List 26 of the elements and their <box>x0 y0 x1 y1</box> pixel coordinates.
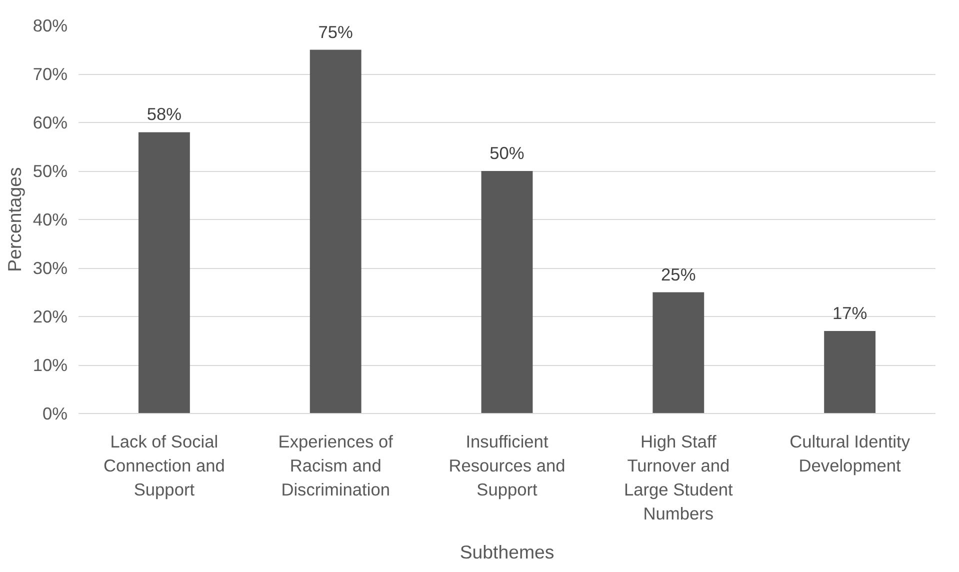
data-label: 58% <box>146 104 182 124</box>
y-tick-label: 20% <box>32 306 68 326</box>
x-tick-label: Cultural Identity Development <box>790 432 910 476</box>
bar <box>481 171 533 414</box>
y-tick-label: 60% <box>32 112 68 132</box>
data-label: 50% <box>490 143 524 163</box>
bar <box>652 292 704 414</box>
bar <box>824 331 876 414</box>
y-tick-label: 10% <box>32 355 68 375</box>
y-tick-label: 30% <box>32 258 68 278</box>
y-tick-label: 40% <box>32 210 68 230</box>
bar <box>310 50 362 414</box>
data-label: 75% <box>318 22 353 42</box>
y-tick-label: 70% <box>32 64 68 84</box>
x-tick-label: Lack of Social Connection and Support <box>104 432 225 500</box>
x-tick-label: Experiences of Racism and Discrimination <box>278 432 394 500</box>
x-tick-label: High Staff Turnover and Large Student Numbers <box>624 432 734 524</box>
bar <box>138 132 190 414</box>
y-tick-label: 0% <box>42 404 68 424</box>
y-tick-label: 80% <box>32 16 68 36</box>
data-label: 25% <box>661 264 696 284</box>
y-axis-title: Percentages <box>4 167 25 272</box>
data-label: 17% <box>832 303 868 324</box>
x-tick-label: Insufficient Resources and Support <box>448 432 566 500</box>
x-axis-title: Subthemes <box>460 542 554 562</box>
y-tick-label: 50% <box>32 161 68 181</box>
